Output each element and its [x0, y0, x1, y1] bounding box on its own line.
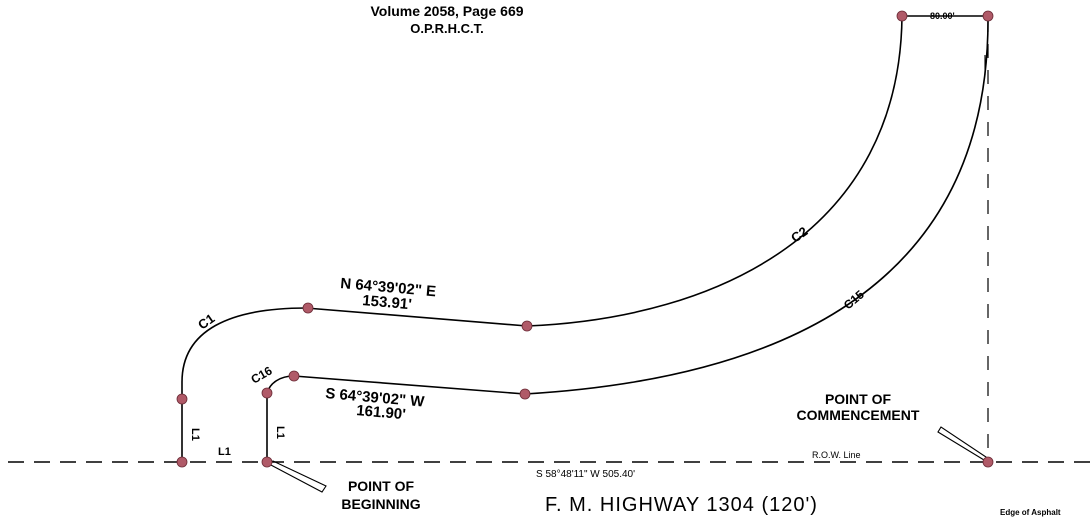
beginning-label-line2: BEGINNING — [341, 496, 420, 512]
line-l1-lower-label: L1 — [218, 446, 231, 458]
highway-label: F. M. HIGHWAY 1304 (120') — [545, 494, 818, 516]
point-west-baseline — [176, 456, 188, 468]
beginning-pointer — [267, 460, 327, 493]
commencement-label-line2: COMMENCEMENT — [797, 407, 920, 423]
south-course-distance: 161.90' — [356, 402, 407, 423]
south-course-line — [293, 375, 526, 395]
beginning-label-line1: POINT OF — [348, 478, 415, 494]
curve-c2 — [526, 15, 903, 327]
point-c1-end — [302, 302, 314, 314]
point-top-left — [896, 10, 908, 22]
point-east-pc — [261, 387, 273, 399]
line-l1-right-vertical-label: L1 — [274, 426, 286, 439]
volume-page-label: Volume 2058, Page 669 — [370, 3, 523, 19]
baseline-bearing-label: S 58°48'11" W 505.40' — [536, 469, 635, 480]
point-c2-start — [521, 320, 533, 332]
north-course-line — [305, 307, 528, 327]
point-c15-start — [519, 388, 531, 400]
curve-c15-label: C15 — [841, 287, 867, 312]
commencement-label-line1: POINT OF — [825, 391, 892, 407]
records-label: O.P.R.H.C.T. — [410, 21, 483, 36]
line-l1-left-vertical-label: L1 — [189, 428, 201, 441]
point-top-right — [982, 10, 994, 22]
point-of-beginning-marker — [261, 456, 273, 468]
edge-of-asphalt-label: Edge of Asphalt — [1000, 508, 1061, 517]
point-west-pc — [176, 393, 188, 405]
point-of-commencement-marker — [982, 456, 994, 468]
curve-c2-label: C2 — [788, 224, 810, 246]
curve-c1 — [181, 307, 307, 399]
commencement-pointer — [937, 426, 990, 464]
north-course-distance: 153.91' — [362, 292, 413, 313]
point-c16-end — [288, 370, 300, 382]
curve-c16-label: C16 — [249, 363, 275, 386]
curve-c15 — [524, 15, 989, 395]
top-dimension-label: 80.00' — [930, 11, 955, 21]
curve-c1-label: C1 — [195, 311, 217, 333]
row-line-label: R.O.W. Line — [812, 450, 861, 460]
